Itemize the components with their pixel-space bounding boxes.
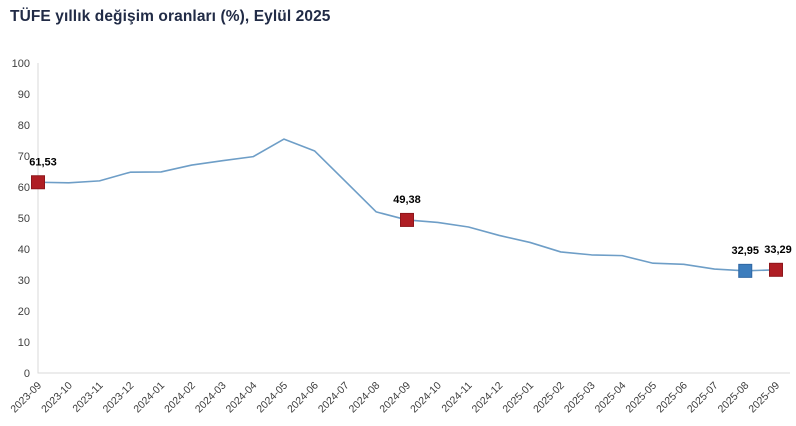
x-axis-tick-label: 2025-09 — [746, 380, 782, 416]
data-point-label-2023-09: 61,53 — [29, 156, 57, 168]
x-axis-tick-label: 2024-01 — [131, 380, 167, 416]
chart-title: TÜFE yıllık değişim oranları (%), Eylül … — [10, 8, 331, 25]
y-axis-tick-label: 90 — [18, 89, 30, 101]
y-axis-tick-label: 0 — [24, 368, 30, 380]
data-point-label-2024-09: 49,38 — [393, 194, 421, 206]
x-axis-tick-label: 2024-07 — [316, 380, 352, 416]
x-axis-tick-label: 2024-09 — [377, 380, 413, 416]
data-point-marker-2023-09 — [31, 175, 45, 190]
x-axis-tick-label: 2024-11 — [439, 380, 474, 415]
y-axis-tick-label: 100 — [12, 58, 30, 70]
data-point-marker-2025-09 — [769, 262, 783, 277]
x-axis-tick-label: 2025-06 — [654, 380, 690, 416]
y-axis-tick-label: 10 — [18, 337, 30, 349]
data-point-label-2025-09: 33,29 — [764, 244, 792, 256]
x-axis-tick-label: 2023-09 — [8, 380, 44, 416]
data-point-marker-2024-09 — [400, 212, 414, 227]
x-axis-tick-label: 2024-12 — [470, 380, 506, 416]
x-axis-tick-label: 2024-03 — [193, 380, 229, 416]
x-axis-tick-label: 2023-12 — [101, 380, 137, 416]
y-axis-tick-label: 70 — [18, 151, 30, 163]
y-axis-tick-label: 20 — [18, 306, 30, 318]
x-axis-tick-label: 2024-06 — [285, 380, 321, 416]
x-axis-tick-label: 2024-05 — [254, 380, 290, 416]
x-axis-tick-label: 2025-07 — [685, 380, 721, 416]
x-axis-tick-label: 2025-03 — [562, 380, 598, 416]
y-axis-tick-label: 30 — [18, 275, 30, 287]
x-axis-tick-label: 2024-10 — [408, 380, 444, 416]
axis-line — [37, 63, 790, 374]
x-axis-tick-label: 2024-02 — [162, 380, 198, 416]
y-axis-tick-label: 50 — [18, 213, 30, 225]
x-axis-tick-label: 2024-04 — [224, 380, 260, 416]
x-axis-tick-label: 2023-10 — [39, 380, 75, 416]
y-axis-tick-label: 60 — [18, 182, 30, 194]
x-axis-tick-label: 2025-08 — [716, 380, 752, 416]
x-axis-tick-label: 2025-04 — [593, 380, 629, 416]
y-axis-tick-label: 40 — [18, 244, 30, 256]
x-axis-tick-label: 2023-11 — [70, 380, 105, 415]
x-axis-tick-label: 2025-05 — [623, 380, 659, 416]
y-axis-tick-label: 80 — [18, 120, 30, 132]
x-axis-tick-label: 2025-01 — [500, 380, 536, 416]
x-axis-tick-label: 2025-02 — [531, 380, 567, 416]
data-point-marker-2025-08 — [738, 263, 753, 278]
x-axis-tick-label: 2024-08 — [347, 380, 383, 416]
data-point-label-2025-08: 32,95 — [731, 245, 759, 257]
